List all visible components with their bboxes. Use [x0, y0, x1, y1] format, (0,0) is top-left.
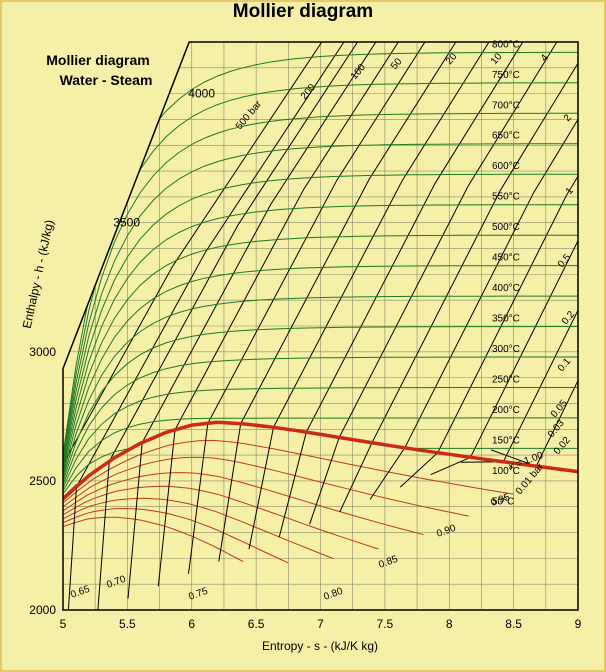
isobar-line: [399, 42, 578, 488]
isotherm-line: [63, 295, 578, 479]
y-tick-label: 2000: [29, 603, 56, 617]
x-axis-label: Entropy - s - (kJ/K kg): [262, 639, 378, 653]
isobar-line: [157, 42, 459, 587]
isotherm-label: 350°C: [492, 314, 520, 325]
page-title: Mollier diagram: [232, 1, 374, 22]
isotherm-line: [63, 417, 578, 492]
quality-line: [63, 516, 244, 563]
isotherm-line: [63, 82, 578, 458]
isotherm-line: [63, 265, 578, 476]
quality-label: 0.90: [435, 523, 457, 540]
isotherm-line: [63, 356, 578, 485]
isotherm-label: 700°C: [492, 100, 520, 111]
x-tick-label: 8.5: [505, 617, 522, 631]
x-tick-label: 7.5: [377, 617, 394, 631]
isobar-label: 0.05: [549, 398, 570, 420]
x-tick-label: 8: [446, 617, 453, 631]
isotherm-label: 250°C: [492, 374, 520, 385]
plot-border: [62, 41, 579, 611]
plot-border-shape: [62, 41, 579, 611]
y-tick-label: 3000: [29, 345, 56, 359]
y-tick-label: 4000: [188, 87, 215, 101]
isotherm-label: 750°C: [492, 70, 520, 81]
isotherm-line: [63, 112, 578, 461]
isobar-label: 1: [564, 185, 576, 197]
isobar-line: [278, 42, 578, 537]
isotherm-label: 100°C: [492, 466, 520, 477]
isotherm-label: 800°C: [492, 39, 520, 50]
isobar-line: [67, 42, 361, 610]
isotherm-line: [63, 204, 578, 470]
quality-line: [63, 497, 334, 560]
x-tick-label: 7: [317, 617, 324, 631]
isobar-label: 50: [389, 56, 405, 72]
isotherm-label: 550°C: [492, 192, 520, 203]
isobar-line: [339, 42, 578, 513]
isobar-label: 10: [489, 51, 505, 67]
isobar-label: 20: [444, 51, 460, 67]
isobar-label: 4: [539, 52, 551, 64]
isotherm-label: 500°C: [492, 222, 520, 233]
isotherm-line: [63, 234, 578, 473]
saturation-curve: [63, 420, 578, 501]
isobar-lines: [63, 42, 578, 610]
quality-label: 0.65: [69, 584, 91, 601]
y-tick-label: 2500: [29, 474, 56, 488]
isotherm-line: [63, 173, 578, 467]
quality-line: [63, 508, 289, 564]
isotherm-line: [63, 326, 578, 482]
quality-label: 0.80: [322, 586, 344, 603]
isobar-line: [460, 42, 578, 463]
inset-title-line-1: Mollier diagram: [46, 52, 149, 68]
isobar-line: [248, 42, 558, 550]
isobar-line: [369, 42, 578, 500]
isotherm-line: [63, 143, 578, 464]
isobar-line: [430, 42, 578, 476]
saturation-curve-group: [63, 420, 578, 501]
isobar-line: [490, 42, 578, 467]
quality-line: [63, 485, 379, 550]
quality-label: 0.85: [377, 554, 399, 571]
isotherm-label: 150°C: [492, 435, 520, 446]
isobar-line: [218, 42, 525, 562]
x-tick-label: 6.5: [248, 617, 265, 631]
isobar-line: [97, 42, 394, 610]
isobar-line: [63, 42, 328, 610]
isobar-label: 2: [562, 112, 574, 124]
isotherm-label: 300°C: [492, 344, 520, 355]
isotherm-label: 650°C: [492, 131, 520, 142]
x-tick-label: 6: [188, 617, 195, 631]
grid: [63, 42, 578, 610]
isotherm-label: 600°C: [492, 161, 520, 172]
quality-line: [63, 472, 424, 536]
x-tick-label: 5.5: [119, 617, 136, 631]
isotherm-label: 200°C: [492, 405, 520, 416]
isotherm-line: [63, 387, 578, 489]
quality-line: [63, 439, 514, 504]
inset-title-line-2: Water - Steam: [60, 72, 153, 88]
quality-line: [63, 456, 469, 517]
isobar-label: 0.1: [556, 356, 574, 374]
x-tick-label: 5: [60, 617, 67, 631]
y-axis-label: Enthalpy - h - (kJ/kg): [20, 219, 57, 330]
isotherm-label: 50°C: [492, 496, 514, 507]
isotherm-label: 400°C: [492, 283, 520, 294]
quality-lines: [63, 439, 514, 564]
isobar-label: 500 bar: [234, 98, 265, 132]
quality-label: 0.75: [187, 586, 209, 603]
tick-labels: 5 5.5 6 6.5 7 7.5 8 8.5 9 2000 2500 3000 3500 4000: [29, 87, 581, 631]
x-tick-label: 9: [575, 617, 582, 631]
quality-label: 0.70: [105, 574, 127, 591]
y-tick-label: 3500: [113, 216, 140, 230]
isobar-label: 0.2: [560, 309, 578, 327]
isotherm-label: 450°C: [492, 253, 520, 264]
isobar-line: [309, 42, 578, 525]
isobar-line: [188, 42, 492, 574]
